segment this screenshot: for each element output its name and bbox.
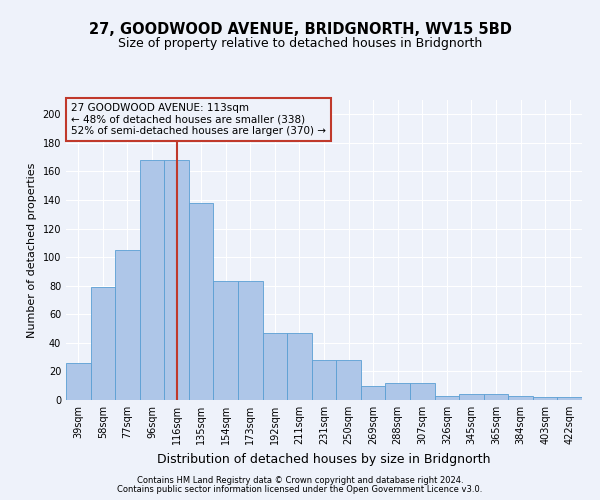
Bar <box>263 333 287 400</box>
Bar <box>484 394 508 400</box>
Bar <box>385 383 410 400</box>
Bar <box>336 360 361 400</box>
Bar <box>140 160 164 400</box>
Bar <box>410 383 434 400</box>
Bar <box>312 360 336 400</box>
X-axis label: Distribution of detached houses by size in Bridgnorth: Distribution of detached houses by size … <box>157 452 491 466</box>
Bar <box>557 397 582 400</box>
Bar <box>91 287 115 400</box>
Bar <box>434 396 459 400</box>
Bar <box>287 333 312 400</box>
Bar <box>164 160 189 400</box>
Bar <box>238 282 263 400</box>
Text: Contains HM Land Registry data © Crown copyright and database right 2024.: Contains HM Land Registry data © Crown c… <box>137 476 463 485</box>
Bar <box>361 386 385 400</box>
Text: Contains public sector information licensed under the Open Government Licence v3: Contains public sector information licen… <box>118 485 482 494</box>
Text: 27 GOODWOOD AVENUE: 113sqm
← 48% of detached houses are smaller (338)
52% of sem: 27 GOODWOOD AVENUE: 113sqm ← 48% of deta… <box>71 103 326 136</box>
Bar <box>459 394 484 400</box>
Text: Size of property relative to detached houses in Bridgnorth: Size of property relative to detached ho… <box>118 38 482 51</box>
Y-axis label: Number of detached properties: Number of detached properties <box>27 162 37 338</box>
Bar <box>66 363 91 400</box>
Bar <box>533 397 557 400</box>
Bar <box>189 203 214 400</box>
Bar <box>115 250 140 400</box>
Text: 27, GOODWOOD AVENUE, BRIDGNORTH, WV15 5BD: 27, GOODWOOD AVENUE, BRIDGNORTH, WV15 5B… <box>89 22 511 38</box>
Bar <box>508 396 533 400</box>
Bar <box>214 282 238 400</box>
